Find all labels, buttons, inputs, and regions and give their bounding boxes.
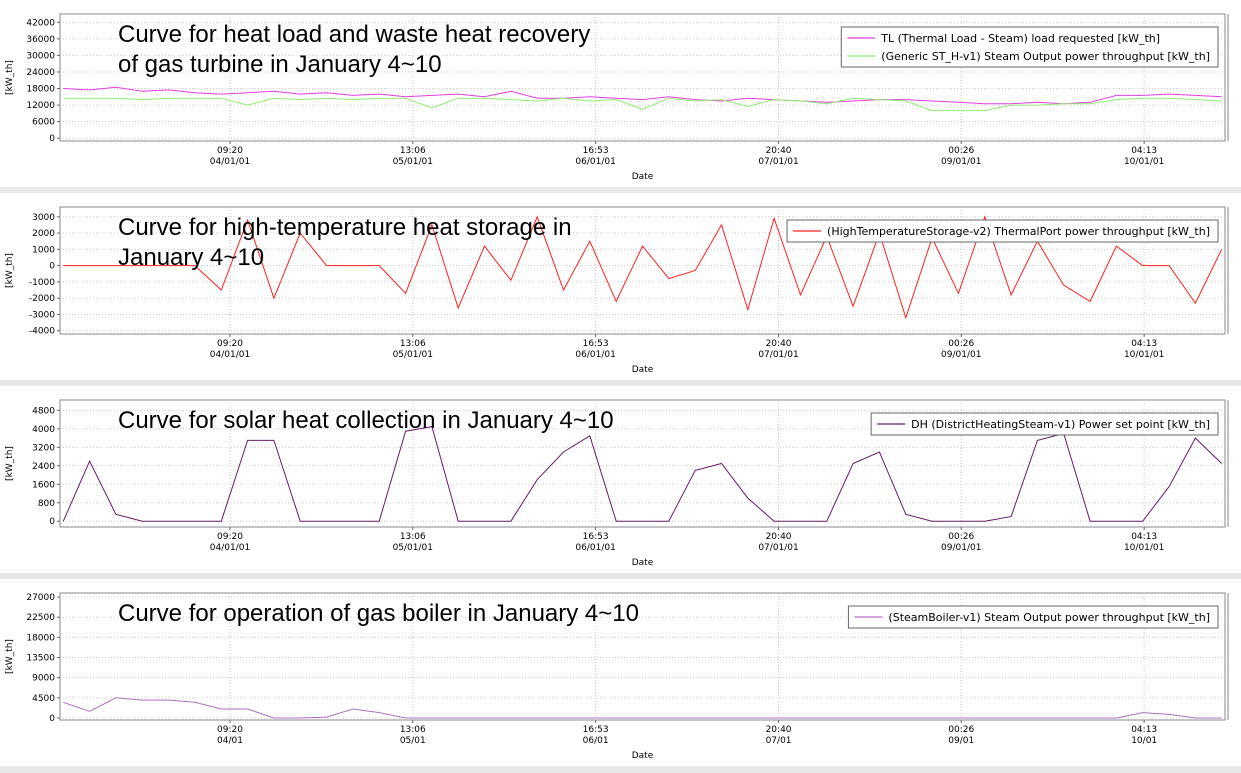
x-tick-label: 20:40 07/01/01 (758, 532, 799, 553)
y-tick-label: 4800 (32, 406, 55, 416)
y-tick-label: -4000 (29, 327, 55, 337)
annotation: Curve for high-temperature heat storage … (118, 214, 572, 271)
y-tick-label: 12000 (26, 101, 55, 111)
x-tick-label: 09:20 04/01 (217, 725, 243, 746)
x-tick-label: 13:06 05/01/01 (392, 532, 433, 553)
series-line (63, 697, 1222, 719)
y-tick-label: 2000 (32, 229, 55, 239)
y-tick-label: 18000 (26, 85, 55, 95)
legend: (HighTemperatureStorage-v2) ThermalPort … (786, 219, 1219, 243)
y-tick-label: 36000 (26, 35, 55, 45)
y-tick-label: 1600 (32, 480, 55, 490)
x-tick-label: 16:53 06/01 (582, 725, 609, 746)
x-tick-label: 16:53 06/01/01 (575, 146, 616, 167)
x-tick-label: 09:20 04/01/01 (209, 146, 251, 167)
x-tick-label: 20:40 07/01 (765, 725, 792, 746)
y-tick-label: 18000 (26, 633, 55, 643)
legend-box (786, 219, 1219, 243)
y-tick-label: 9000 (32, 674, 55, 684)
x-tick-label: 13:06 05/01 (399, 725, 426, 746)
annotation: Curve for operation of gas boiler in Jan… (118, 600, 639, 627)
x-tick-label: 20:40 07/01/01 (758, 339, 799, 360)
y-tick-label: 3000 (32, 213, 55, 223)
x-tick-label: 00:26 09/01/01 (941, 146, 982, 167)
y-tick-label: 42000 (26, 18, 55, 28)
legend-label: DH (DistrictHeatingSteam-v1) Power set p… (911, 418, 1210, 431)
x-axis-label: Date (632, 558, 654, 568)
x-tick-label: 04:13 10/01/01 (1123, 146, 1165, 167)
y-tick-label: 3200 (32, 443, 55, 453)
y-tick-label: 6000 (32, 118, 55, 128)
annotation: Curve for heat load and waste heat recov… (118, 21, 590, 78)
legend-box (847, 605, 1219, 629)
legend-box (840, 26, 1219, 68)
y-tick-label: 4000 (32, 425, 55, 435)
y-tick-label: 30000 (26, 51, 55, 61)
legend-label: (HighTemperatureStorage-v2) ThermalPort … (827, 225, 1210, 238)
x-tick-label: 00:26 09/01/01 (941, 532, 982, 553)
y-axis-label: [kW_th] (5, 446, 15, 481)
y-tick-label: 1000 (32, 245, 55, 255)
x-tick-label: 09:20 04/01/01 (209, 532, 251, 553)
x-tick-label: 20:40 07/01/01 (758, 146, 799, 167)
y-tick-label: 0 (49, 134, 55, 144)
y-axis-label: [kW_th] (5, 253, 15, 288)
series-line (63, 86, 1222, 105)
y-tick-label: -3000 (29, 310, 55, 320)
y-tick-label: -1000 (29, 278, 55, 288)
y-tick-label: -2000 (29, 294, 55, 304)
y-tick-label: 24000 (26, 68, 55, 78)
y-tick-label: 27000 (26, 593, 55, 603)
x-tick-label: 04:13 10/01 (1131, 725, 1158, 746)
y-tick-label: 13500 (26, 654, 55, 664)
legend-label: (Generic ST_H-v1) Steam Output power thr… (881, 50, 1210, 63)
legend-label: TL (Thermal Load - Steam) load requested… (880, 32, 1160, 45)
x-tick-label: 13:06 05/01/01 (392, 146, 433, 167)
x-axis-label: Date (632, 172, 654, 182)
legend: DH (DistrictHeatingSteam-v1) Power set p… (870, 412, 1219, 436)
annotation: Curve for solar heat collection in Janua… (118, 407, 614, 434)
legend: (SteamBoiler-v1) Steam Output power thro… (847, 605, 1219, 629)
y-tick-label: 4500 (32, 694, 55, 704)
y-axis-label: [kW_th] (5, 639, 15, 674)
x-axis-label: Date (632, 365, 654, 375)
y-tick-label: 0 (49, 262, 55, 272)
series-line (63, 215, 1223, 320)
legend-box (870, 412, 1219, 436)
x-tick-label: 09:20 04/01/01 (209, 339, 251, 360)
y-tick-label: 2400 (32, 462, 55, 472)
x-tick-label: 00:26 09/01 (948, 725, 975, 746)
x-tick-label: 16:53 06/01/01 (575, 532, 616, 553)
series-line (62, 426, 1223, 522)
series-line (63, 97, 1222, 112)
x-tick-label: 04:13 10/01/01 (1123, 532, 1165, 553)
x-tick-label: 04:13 10/01/01 (1123, 339, 1165, 360)
y-tick-label: 22500 (26, 613, 55, 623)
x-axis-label: Date (632, 751, 654, 761)
y-axis-label: [kW_th] (5, 60, 15, 95)
y-tick-label: 800 (38, 499, 55, 509)
x-tick-label: 16:53 06/01/01 (575, 339, 616, 360)
y-tick-label: 0 (49, 517, 55, 527)
legend-label: (SteamBoiler-v1) Steam Output power thro… (888, 611, 1210, 624)
x-tick-label: 00:26 09/01/01 (941, 339, 982, 360)
x-tick-label: 13:06 05/01/01 (392, 339, 433, 360)
legend: TL (Thermal Load - Steam) load requested… (840, 26, 1219, 68)
y-tick-label: 0 (49, 714, 55, 724)
